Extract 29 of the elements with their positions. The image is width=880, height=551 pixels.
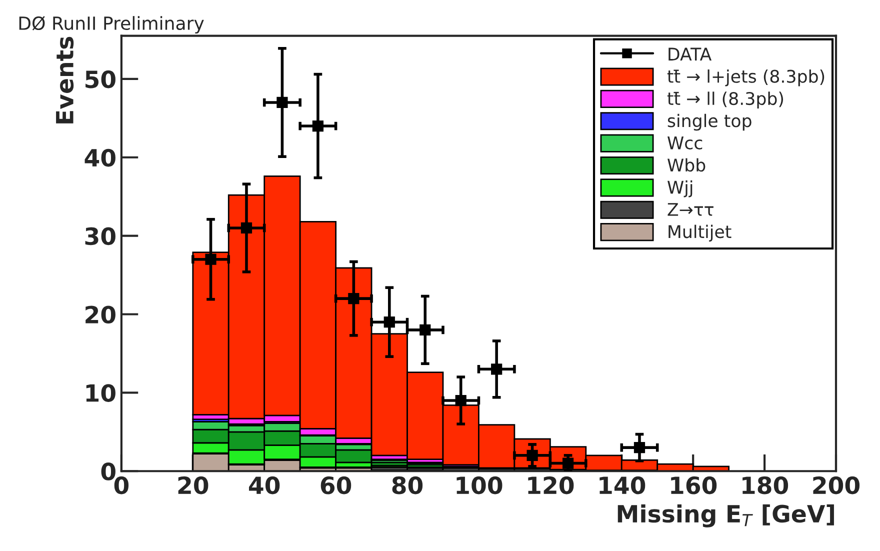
legend-label: tt̄ → l+jets (8.3pb) bbox=[667, 69, 824, 86]
x-tick-label: 180 bbox=[742, 476, 788, 494]
chart-title: DØ RunII Preliminary bbox=[19, 16, 204, 34]
legend-label: Wjj bbox=[668, 180, 692, 198]
x-tick-label: 60 bbox=[320, 476, 352, 494]
x-tick-label: 100 bbox=[456, 476, 502, 494]
legend-label: DATA bbox=[668, 48, 712, 60]
x-tick-label: 120 bbox=[528, 476, 574, 494]
x-tick-label: 200 bbox=[813, 476, 860, 494]
legend-label: Wbb bbox=[668, 158, 706, 172]
legend-label: tt̄ → ll (8.3pb) bbox=[667, 92, 784, 108]
x-tick-label: 80 bbox=[392, 476, 423, 494]
legend-label: single top bbox=[668, 114, 752, 131]
y-tick-label: 10 bbox=[86, 384, 116, 402]
x-tick-label: 140 bbox=[600, 476, 646, 494]
legend-label: Z→ττ bbox=[668, 203, 714, 216]
x-axis-title: Missing E$_{T}$ [GeV] bbox=[618, 504, 834, 528]
y-axis-title: Events bbox=[56, 36, 74, 124]
y-tick-label: 20 bbox=[86, 306, 116, 324]
y-tick-label: 40 bbox=[84, 148, 116, 167]
x-tick-label: 160 bbox=[671, 476, 717, 494]
x-tick-label: 20 bbox=[178, 476, 208, 494]
legend-label: Multijet bbox=[668, 224, 732, 242]
y-tick-label: 50 bbox=[86, 70, 116, 88]
x-tick-label: 40 bbox=[248, 476, 280, 494]
y-tick-label: 0 bbox=[101, 462, 116, 480]
legend-label: Wcc bbox=[668, 136, 702, 150]
x-tick-label: 0 bbox=[114, 476, 129, 494]
y-tick-label: 30 bbox=[85, 227, 116, 246]
